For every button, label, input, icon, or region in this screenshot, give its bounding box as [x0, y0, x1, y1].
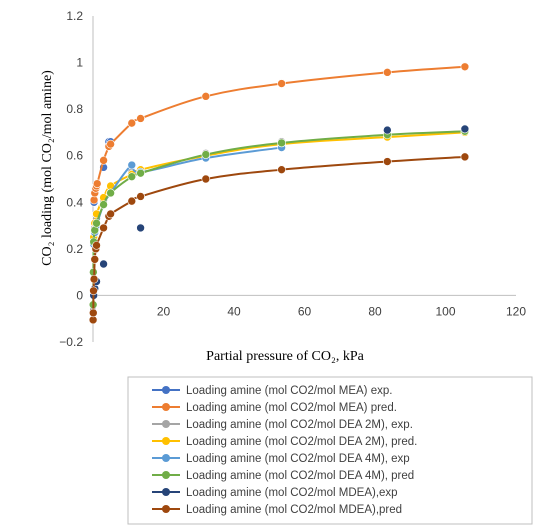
y-tick-label: 1 [76, 56, 83, 70]
legend-label: Loading amine (mol CO2/mol MDEA),pred [186, 504, 402, 516]
data-point [136, 114, 145, 123]
x-tick-label: 20 [157, 304, 171, 318]
series-8 [88, 152, 470, 325]
data-point [460, 124, 470, 134]
legend-swatch-marker [162, 386, 170, 394]
legend-label: Loading amine (mol CO2/mol DEA 4M), exp [186, 453, 410, 465]
data-point [99, 156, 108, 165]
data-point [127, 196, 137, 206]
legend-entry: Loading amine (mol CO2/mol DEA 2M), pred… [152, 436, 417, 448]
data-point [460, 152, 470, 162]
series-line [92, 146, 282, 245]
legend-swatch-marker [162, 403, 170, 411]
data-point [383, 157, 392, 166]
data-point [383, 68, 392, 77]
legend-swatch-marker [162, 454, 170, 462]
data-point [92, 179, 102, 188]
y-axis-title: CO₂ loading (mol CO₂/mol amine) [40, 70, 55, 266]
data-point [99, 200, 108, 209]
x-tick-label: 60 [298, 304, 312, 318]
data-point [277, 79, 286, 88]
data-point [127, 172, 137, 181]
legend-label: Loading amine (mol CO2/mol MEA) pred. [186, 402, 397, 414]
data-point [106, 209, 115, 219]
data-point [460, 62, 470, 72]
series-6 [88, 126, 470, 310]
data-point [88, 308, 98, 318]
data-point [201, 92, 211, 101]
x-tick-label: 120 [506, 304, 526, 318]
series-layer [88, 62, 470, 325]
data-point [383, 125, 392, 135]
data-point [92, 218, 101, 228]
data-point [99, 259, 108, 269]
legend-entry: Loading amine (mol CO2/mol MEA) pred. [152, 402, 397, 414]
x-tick-label: 80 [368, 304, 382, 318]
legend-entry: Loading amine (mol CO2/mol DEA 2M), exp. [152, 419, 413, 431]
legend-swatch-marker [162, 471, 170, 479]
legend-label: Loading amine (mol CO2/mol DEA 2M), exp. [186, 419, 413, 431]
data-point [127, 118, 137, 128]
legend-entry: Loading amine (mol CO2/mol DEA 4M), exp [152, 453, 410, 465]
y-tick-label: 0.2 [66, 242, 83, 256]
legend-label: Loading amine (mol CO2/mol DEA 2M), pred… [186, 436, 417, 448]
y-tick-label: 0.6 [66, 149, 83, 163]
legend-swatch-marker [162, 420, 170, 428]
data-point [277, 165, 286, 174]
legend-label: Loading amine (mol CO2/mol MEA) exp. [186, 385, 392, 397]
legend-entry: Loading amine (mol CO2/mol DEA 4M), pred [152, 470, 414, 482]
x-tick-label: 100 [435, 304, 455, 318]
data-point [201, 174, 211, 184]
legend-swatch-marker [162, 488, 170, 496]
data-point [89, 286, 98, 296]
data-point [127, 160, 137, 170]
legend-entry: Loading amine (mol CO2/mol MDEA),pred [152, 504, 402, 516]
data-point [277, 138, 286, 148]
series-line [92, 130, 465, 305]
legend: Loading amine (mol CO2/mol MEA) exp. Load… [127, 376, 533, 525]
data-point [90, 255, 100, 264]
data-point [136, 192, 145, 201]
y-tick-label: 0.4 [66, 195, 83, 209]
legend-entry: Loading amine (mol CO2/mol MDEA),exp [152, 487, 398, 499]
legend-swatch-marker [162, 437, 170, 445]
y-tick-label: 0 [76, 288, 83, 302]
x-axis-title: Partial pressure of CO₂, kPa [206, 349, 364, 364]
series-2 [89, 62, 470, 205]
data-point [201, 150, 211, 159]
y-tick-label: 1.2 [66, 9, 83, 23]
data-point [90, 225, 100, 235]
y-tick-label: −0.2 [59, 335, 83, 349]
legend-swatch-marker [162, 505, 170, 513]
data-point [99, 223, 108, 233]
legend-entry: Loading amine (mol CO2/mol MEA) exp. [152, 385, 392, 397]
legend-label: Loading amine (mol CO2/mol DEA 4M), pred [186, 470, 414, 482]
data-point [136, 223, 145, 233]
data-point [106, 139, 115, 149]
x-tick-label: 40 [227, 304, 241, 318]
legend-label: Loading amine (mol CO2/mol MDEA),exp [186, 487, 398, 499]
data-point [106, 188, 115, 198]
legend-box [127, 376, 533, 525]
data-point [92, 241, 101, 250]
data-point [89, 274, 99, 284]
axes: 020406080100120−0.200.20.40.60.811.2 [59, 9, 526, 349]
data-point [136, 168, 145, 178]
y-tick-label: 0.8 [66, 102, 83, 116]
